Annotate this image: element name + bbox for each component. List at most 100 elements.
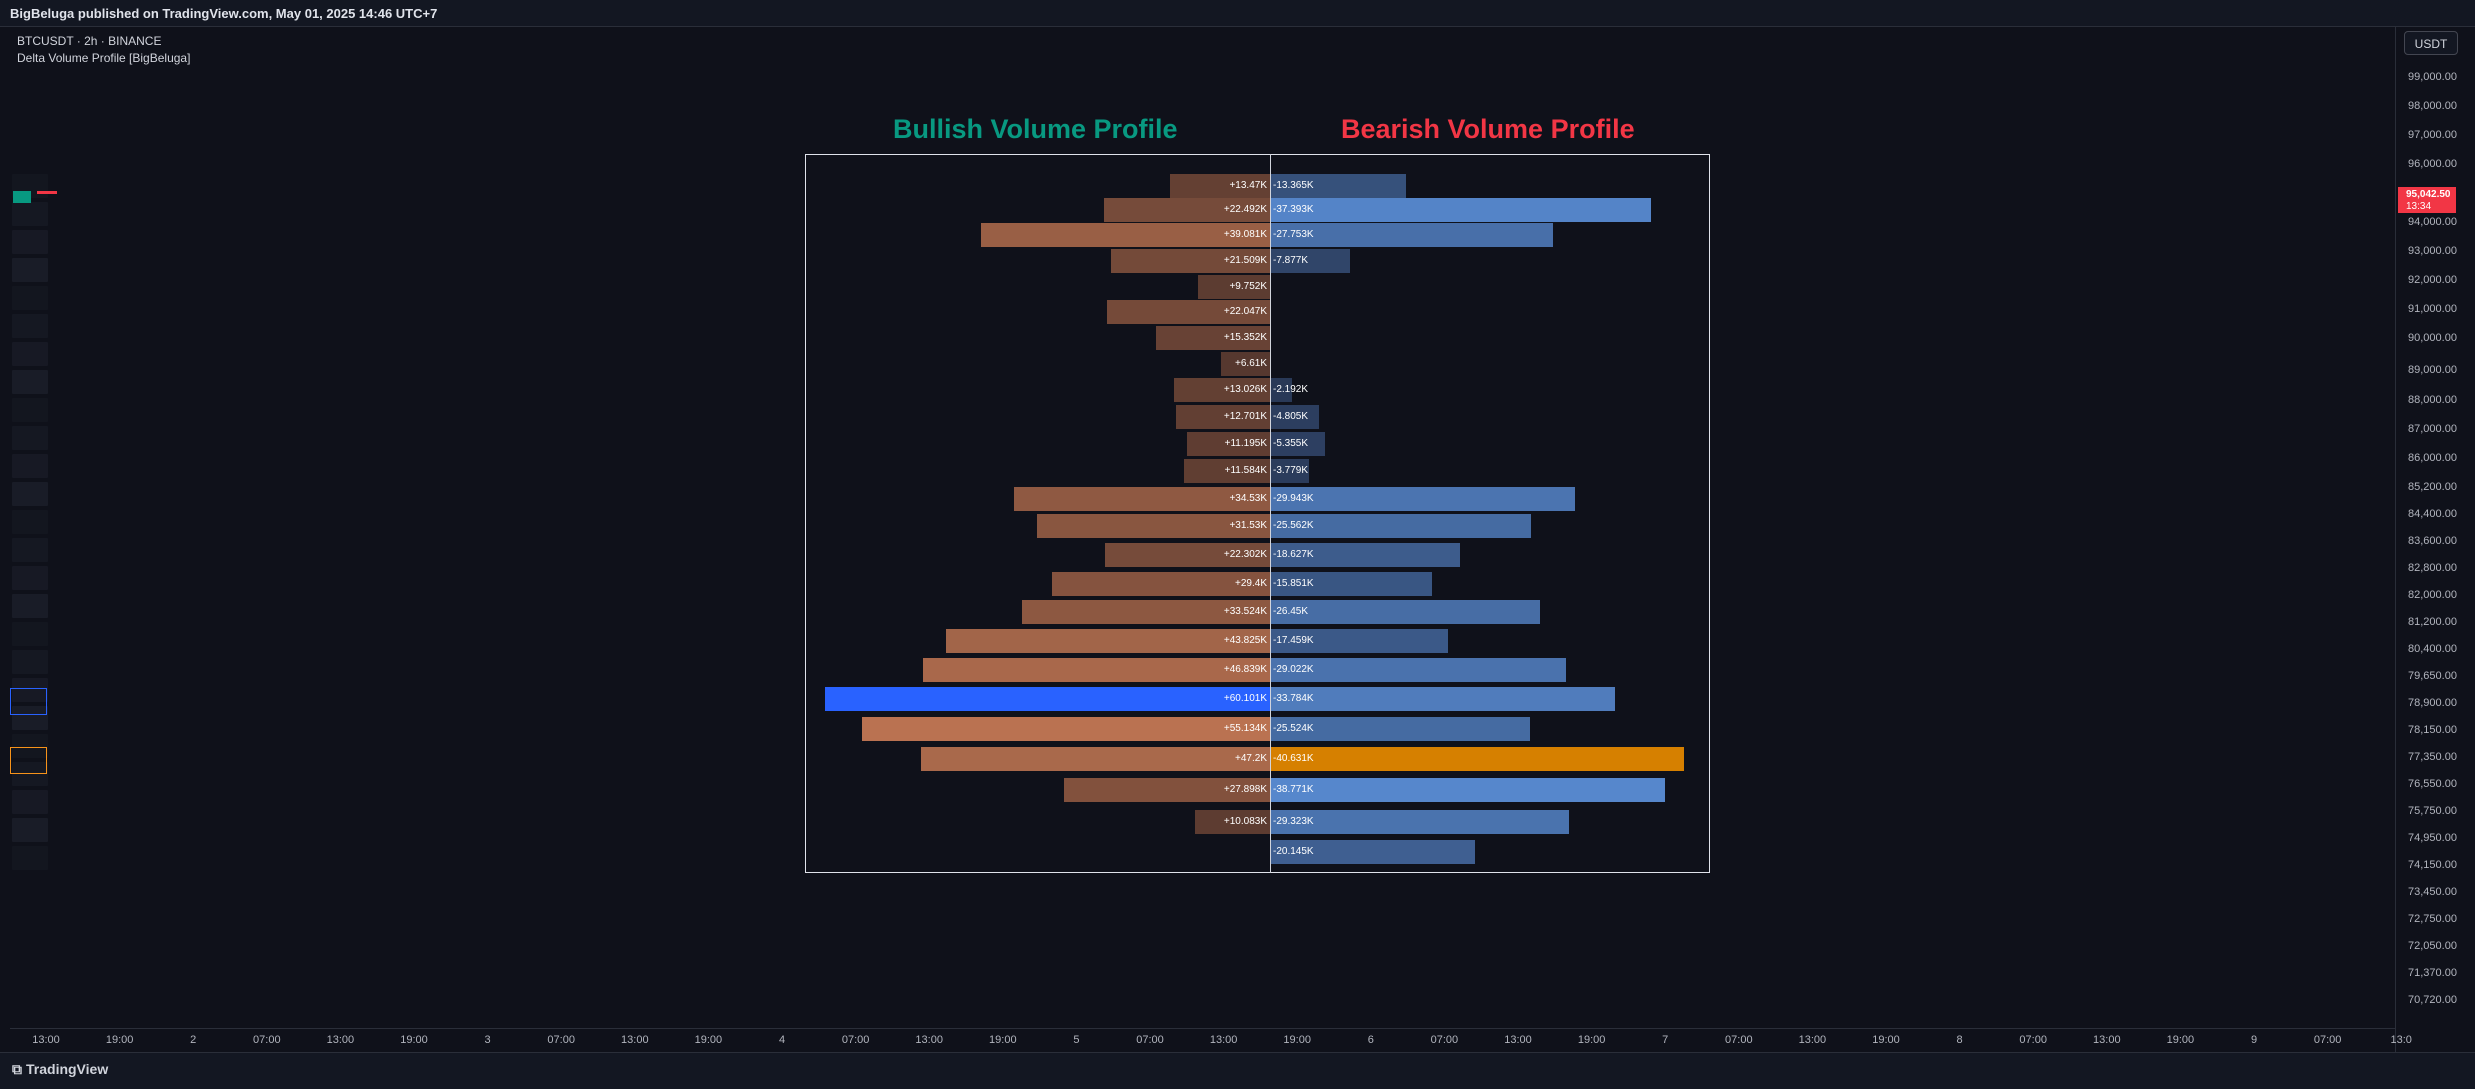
currency-button[interactable]: USDT bbox=[2404, 31, 2458, 55]
indicator-legend[interactable]: Delta Volume Profile [BigBeluga] bbox=[17, 51, 191, 65]
bear-volume-bar bbox=[1270, 717, 1531, 741]
bull-volume-label: +22.302K bbox=[1223, 549, 1267, 560]
time-label: 07:00 bbox=[1136, 1034, 1164, 1046]
bear-volume-label: -37.393K bbox=[1273, 204, 1314, 215]
time-label: 07:00 bbox=[1430, 1034, 1459, 1046]
bull-volume-bar bbox=[1104, 543, 1270, 567]
time-axis[interactable] bbox=[10, 1028, 2395, 1053]
price-label: 90,000.00 bbox=[2408, 332, 2457, 344]
candle bbox=[12, 566, 48, 590]
time-label: 19:00 bbox=[400, 1034, 428, 1046]
time-label: 07:00 bbox=[2313, 1034, 2342, 1046]
bull-volume-label: +15.352K bbox=[1223, 332, 1267, 343]
price-label: 86,000.00 bbox=[2408, 452, 2457, 464]
bull-volume-bar bbox=[1221, 352, 1270, 376]
bear-volume-label: -25.524K bbox=[1273, 723, 1314, 734]
bear-volume-bar bbox=[1270, 840, 1476, 864]
time-label: 13:00 bbox=[1504, 1034, 1532, 1046]
bull-volume-bar bbox=[1173, 378, 1270, 402]
bull-volume-label: +12.701K bbox=[1223, 411, 1267, 422]
bull-volume-label: +6.61K bbox=[1235, 358, 1267, 369]
price-label: 72,750.00 bbox=[2408, 913, 2457, 925]
bull-volume-label: +10.083K bbox=[1223, 816, 1267, 827]
candle bbox=[12, 202, 48, 226]
symbol-legend[interactable]: BTCUSDT · 2h · BINANCE bbox=[17, 34, 162, 48]
bull-volume-bar bbox=[1184, 459, 1270, 483]
current-price: 95,042.50 bbox=[2406, 189, 2451, 200]
time-label: 07:00 bbox=[547, 1034, 575, 1046]
bear-volume-label: -7.877K bbox=[1273, 255, 1309, 266]
bear-volume-label: -18.627K bbox=[1273, 549, 1314, 560]
time-label: 13:00 bbox=[621, 1034, 649, 1046]
time-label: 07:00 bbox=[253, 1034, 281, 1046]
price-label: 76,550.00 bbox=[2408, 778, 2457, 790]
bear-volume-bar bbox=[1270, 487, 1576, 511]
price-label: 93,000.00 bbox=[2408, 245, 2457, 257]
bear-volume-label: -25.562K bbox=[1273, 520, 1314, 531]
candle bbox=[12, 454, 48, 478]
time-label: 07:00 bbox=[1725, 1034, 1753, 1046]
time-label: 7 bbox=[1662, 1034, 1669, 1046]
bull-volume-label: +29.4K bbox=[1235, 578, 1267, 589]
bear-volume-bar bbox=[1270, 514, 1531, 538]
bear-volume-label: -13.365K bbox=[1273, 180, 1314, 191]
bear-volume-label: -40.631K bbox=[1273, 753, 1314, 764]
bear-volume-bar bbox=[1270, 459, 1309, 483]
candle bbox=[12, 286, 48, 310]
profile-center-line bbox=[1270, 154, 1271, 873]
price-label: 83,600.00 bbox=[2408, 535, 2457, 547]
bear-volume-bar bbox=[1270, 249, 1351, 273]
time-label: 19:00 bbox=[1577, 1034, 1606, 1046]
bear-volume-label: -29.943K bbox=[1273, 493, 1314, 504]
price-label: 98,000.00 bbox=[2408, 100, 2457, 112]
candle bbox=[12, 622, 48, 646]
bull-volume-label: +21.509K bbox=[1223, 255, 1267, 266]
red-candle bbox=[37, 191, 57, 194]
time-label: 13:00 bbox=[326, 1034, 355, 1046]
time-label: 19:00 bbox=[989, 1034, 1017, 1046]
top-bar: BigBeluga published on TradingView.com, … bbox=[0, 0, 2475, 27]
bear-volume-bar bbox=[1270, 223, 1554, 247]
time-label: 19:00 bbox=[1872, 1034, 1900, 1046]
time-label: 13:00 bbox=[2093, 1034, 2121, 1046]
tradingview-mark-icon: ⧉ bbox=[12, 1061, 22, 1077]
candle bbox=[12, 650, 48, 674]
bear-volume-bar bbox=[1270, 572, 1432, 596]
price-label: 77,350.00 bbox=[2408, 751, 2457, 763]
bull-volume-label: +9.752K bbox=[1229, 281, 1267, 292]
price-label: 78,900.00 bbox=[2408, 697, 2457, 709]
bear-poc-marker bbox=[10, 747, 47, 774]
bull-volume-label: +34.53K bbox=[1229, 493, 1267, 504]
bear-volume-bar bbox=[1270, 198, 1652, 222]
bear-volume-label: -26.45K bbox=[1273, 606, 1309, 617]
candle bbox=[12, 678, 48, 702]
bull-volume-label: +22.047K bbox=[1223, 306, 1267, 317]
price-label: 81,200.00 bbox=[2408, 616, 2457, 628]
bull-volume-bar bbox=[1170, 174, 1270, 198]
price-label: 87,000.00 bbox=[2408, 423, 2457, 435]
bear-volume-bar bbox=[1270, 174, 1407, 198]
bear-volume-bar bbox=[1270, 687, 1615, 711]
bull-volume-label: +27.898K bbox=[1223, 784, 1267, 795]
candle bbox=[12, 370, 48, 394]
bear-volume-bar bbox=[1270, 543, 1460, 567]
price-label: 91,000.00 bbox=[2408, 303, 2457, 315]
price-label: 99,000.00 bbox=[2408, 71, 2457, 83]
bearish-profile-title: Bearish Volume Profile bbox=[1341, 114, 1635, 144]
bull-volume-label: +11.584K bbox=[1224, 465, 1267, 476]
time-label: 13:0 bbox=[2390, 1034, 2412, 1046]
bull-volume-bar bbox=[1014, 487, 1270, 511]
bullish-profile-title: Bullish Volume Profile bbox=[893, 114, 1178, 144]
tradingview-logo[interactable]: ⧉ TradingView bbox=[12, 1061, 108, 1078]
price-label: 94,000.00 bbox=[2408, 216, 2457, 228]
time-label: 4 bbox=[778, 1034, 786, 1046]
candle bbox=[12, 818, 48, 842]
time-label: 13:00 bbox=[1209, 1034, 1238, 1046]
price-label: 70,720.00 bbox=[2408, 994, 2457, 1006]
bear-volume-bar bbox=[1270, 378, 1293, 402]
bull-volume-bar bbox=[825, 687, 1270, 711]
bear-volume-label: -38.771K bbox=[1273, 784, 1314, 795]
candle bbox=[12, 790, 48, 814]
time-label: 9 bbox=[2250, 1034, 2258, 1046]
bull-volume-bar bbox=[1106, 300, 1270, 324]
